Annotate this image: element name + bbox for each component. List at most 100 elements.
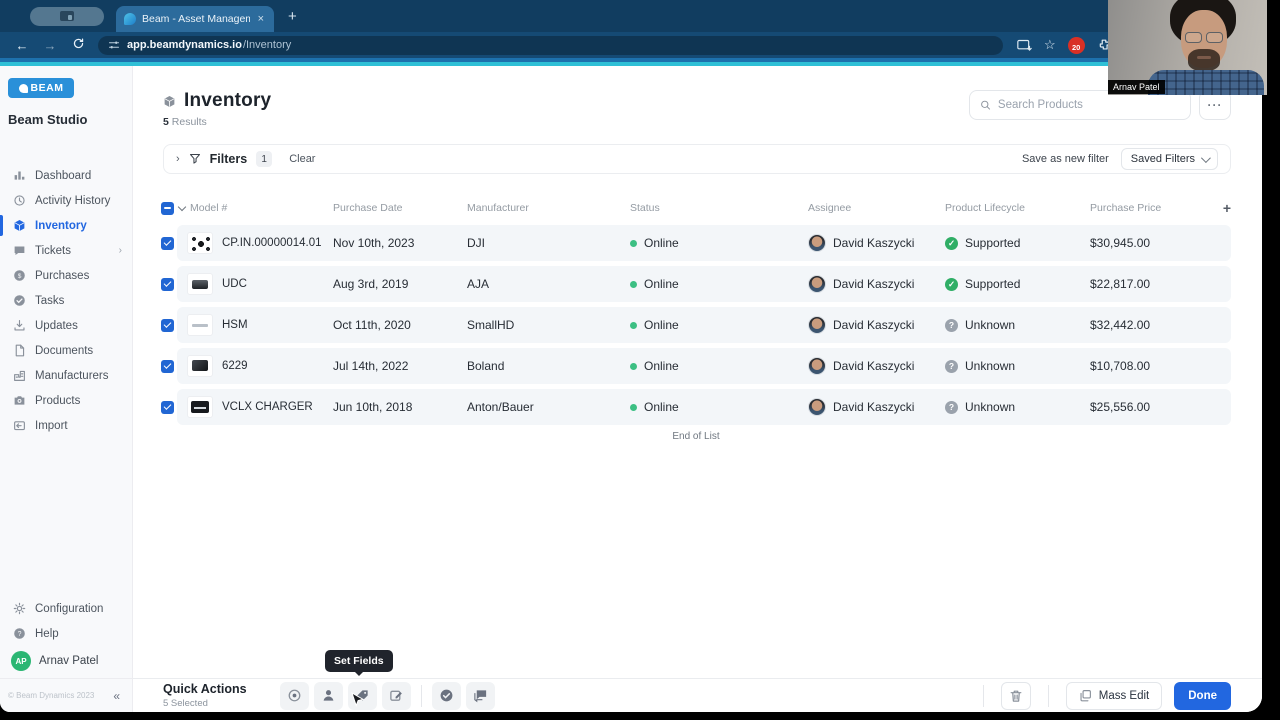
window-icon xyxy=(60,11,74,21)
tab-overview-button[interactable] xyxy=(30,6,104,26)
column-header-assignee[interactable]: Assignee xyxy=(808,202,852,214)
online-status-dot xyxy=(630,362,637,370)
row-checkbox[interactable] xyxy=(161,359,174,373)
table-row[interactable]: 6229 Jul 14th, 2022 Boland Online David … xyxy=(161,348,1231,384)
svg-text:$: $ xyxy=(18,273,22,280)
install-app-icon[interactable] xyxy=(1017,39,1032,52)
extension-badge-icon[interactable]: 20 xyxy=(1067,36,1085,54)
sidebar: BEAM Beam Studio Dashboard Activity Hist… xyxy=(0,66,133,712)
sidebar-item-purchases[interactable]: $ Purchases xyxy=(0,263,132,288)
person-beard xyxy=(1188,49,1220,71)
delete-button[interactable] xyxy=(1000,681,1031,710)
user-avatar: AP xyxy=(11,651,31,671)
site-settings-icon[interactable] xyxy=(108,39,120,51)
tab-close-icon[interactable]: × xyxy=(257,13,264,25)
quick-actions-title: Quick Actions xyxy=(163,682,247,696)
row-checkbox[interactable] xyxy=(161,400,174,414)
sidebar-item-documents[interactable]: Documents xyxy=(0,338,132,363)
sidebar-item-tasks[interactable]: Tasks xyxy=(0,288,132,313)
column-header-status[interactable]: Status xyxy=(630,202,660,214)
reload-button[interactable] xyxy=(66,37,90,53)
page-title: Inventory xyxy=(184,90,272,111)
assignee-cell: David Kaszycki xyxy=(808,234,945,252)
url-bar[interactable]: app.beamdynamics.io /Inventory xyxy=(98,35,1003,55)
ticket-chat-icon xyxy=(14,246,25,256)
sidebar-user[interactable]: AP Arnav Patel xyxy=(0,646,132,676)
model-cell: VCLX CHARGER xyxy=(177,396,333,418)
manufacturer-cell: AJA xyxy=(467,277,490,291)
browser-tab[interactable]: Beam - Asset Management P × xyxy=(116,6,274,32)
assignee-cell: David Kaszycki xyxy=(808,398,945,416)
add-column-button[interactable]: + xyxy=(1222,200,1231,216)
sidebar-item-dashboard[interactable]: Dashboard xyxy=(0,163,132,188)
column-header-manufacturer[interactable]: Manufacturer xyxy=(467,202,529,214)
clear-filters-button[interactable]: Clear xyxy=(289,153,316,165)
assignee-avatar xyxy=(808,234,826,252)
chevron-down-icon xyxy=(1200,152,1211,163)
table-row[interactable]: VCLX CHARGER Jun 10th, 2018 Anton/Bauer … xyxy=(161,389,1231,425)
expand-filters-icon[interactable]: › xyxy=(176,153,180,165)
select-all-checkbox[interactable] xyxy=(161,201,174,215)
approve-button[interactable] xyxy=(431,681,461,710)
extensions-icon[interactable] xyxy=(1097,38,1111,52)
table-row[interactable]: UDC Aug 3rd, 2019 AJA Online David Kaszy… xyxy=(161,266,1231,302)
beam-logo[interactable]: BEAM xyxy=(8,78,74,98)
forward-button[interactable]: → xyxy=(43,37,57,53)
comment-button[interactable] xyxy=(465,681,495,710)
table-row[interactable]: CP.IN.00000014.01 Nov 10th, 2023 DJI Onl… xyxy=(161,225,1231,261)
done-button[interactable]: Done xyxy=(1174,681,1231,710)
user-name: Arnav Patel xyxy=(39,655,99,667)
filters-bar: › Filters 1 Clear Save as new filter Sav… xyxy=(163,144,1231,174)
sidebar-item-products[interactable]: Products xyxy=(0,388,132,413)
lifecycle-icon: ? xyxy=(945,400,958,414)
workspace-name: Beam Studio xyxy=(8,112,88,127)
assignee-cell: David Kaszycki xyxy=(808,357,945,375)
cube-icon xyxy=(14,219,25,232)
assignee-avatar xyxy=(808,316,826,334)
person-glasses xyxy=(1185,32,1223,43)
theme-accent-teal xyxy=(0,62,1262,66)
search-products-box[interactable] xyxy=(969,90,1191,120)
divider xyxy=(1047,684,1049,707)
factory-icon xyxy=(14,370,25,381)
column-header-price[interactable]: Purchase Price xyxy=(1090,202,1162,214)
person-shirt xyxy=(1148,70,1264,95)
set-fields-button[interactable] xyxy=(381,681,411,710)
new-tab-button[interactable]: + xyxy=(288,7,297,25)
row-checkbox[interactable] xyxy=(161,318,174,332)
price-cell: $10,708.00 xyxy=(1090,359,1151,373)
product-thumbnail xyxy=(187,314,213,336)
url-path: /Inventory xyxy=(242,39,292,51)
model-cell: 6229 xyxy=(177,355,333,377)
sidebar-item-activity-history[interactable]: Activity History xyxy=(0,188,132,213)
trash-icon xyxy=(1010,690,1022,702)
sidebar-item-configuration[interactable]: Configuration xyxy=(0,596,132,621)
save-as-new-filter-button[interactable]: Save as new filter xyxy=(1021,153,1109,165)
column-header-lifecycle[interactable]: Product Lifecycle xyxy=(945,202,1025,214)
sidebar-item-import[interactable]: Import xyxy=(0,413,132,438)
table-row[interactable]: HSM Oct 11th, 2020 SmallHD Online David … xyxy=(161,307,1231,343)
assignee-cell: David Kaszycki xyxy=(808,275,945,293)
browser-window: Beam - Asset Management P × + ← → app.be… xyxy=(0,0,1262,712)
mass-edit-icon xyxy=(1080,690,1091,702)
mass-edit-button[interactable]: Mass Edit xyxy=(1065,681,1163,710)
row-checkbox[interactable] xyxy=(161,236,174,250)
status-action-button[interactable] xyxy=(279,681,309,710)
back-button[interactable]: ← xyxy=(15,37,29,53)
sidebar-item-updates[interactable]: Updates xyxy=(0,313,132,338)
row-checkbox[interactable] xyxy=(161,277,174,291)
search-input[interactable] xyxy=(997,99,1180,111)
sidebar-item-help[interactable]: ? Help xyxy=(0,621,132,646)
more-options-button[interactable]: ··· xyxy=(1199,90,1231,120)
column-header-model[interactable]: Model # xyxy=(177,202,333,214)
column-header-purchase-date[interactable]: Purchase Date xyxy=(333,202,403,214)
assign-user-button[interactable] xyxy=(313,681,343,710)
sidebar-item-tickets[interactable]: Tickets › xyxy=(0,238,132,263)
sidebar-item-manufacturers[interactable]: Manufacturers xyxy=(0,363,132,388)
saved-filters-button[interactable]: Saved Filters xyxy=(1120,148,1218,170)
bookmark-star-icon[interactable]: ☆ xyxy=(1044,37,1056,52)
online-status-dot xyxy=(630,321,637,329)
lifecycle-icon: ✓ xyxy=(945,236,958,250)
sidebar-item-inventory[interactable]: Inventory xyxy=(0,213,132,238)
collapse-sidebar-icon[interactable]: « xyxy=(113,688,120,703)
